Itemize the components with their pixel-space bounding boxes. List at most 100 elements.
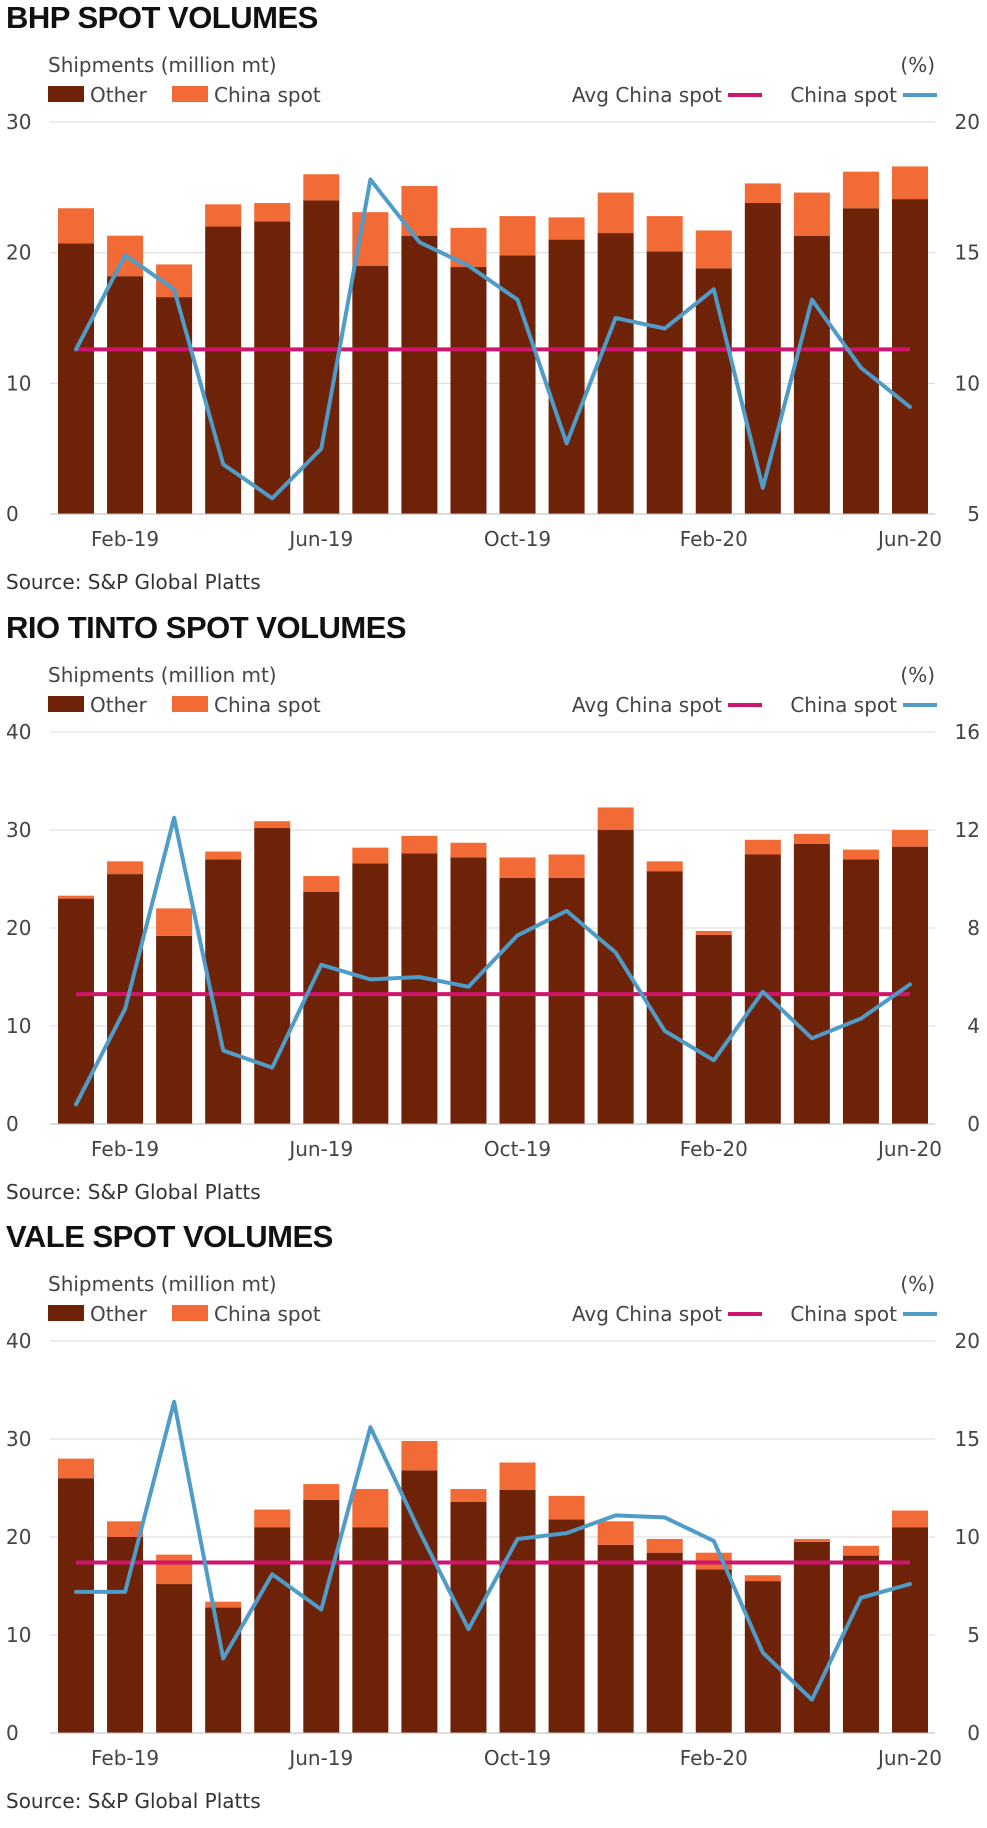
- bar-china-spot: [597, 1521, 634, 1545]
- y2-tick-label: 5: [967, 502, 980, 526]
- bar-other: [597, 830, 634, 1124]
- bar-other: [842, 208, 879, 515]
- bar-china-spot: [793, 1538, 830, 1542]
- bar-china-spot: [597, 807, 634, 830]
- legend-label-other: Other: [90, 83, 148, 107]
- x-tick-label: Jun-20: [876, 1746, 942, 1770]
- bar-other: [58, 898, 94, 1124]
- legend-label-china-spot-line: China spot: [790, 693, 897, 717]
- bar-other: [303, 200, 340, 514]
- bar-other: [892, 199, 928, 515]
- y2-tick-label: 0: [967, 1721, 980, 1745]
- bar-china-spot: [892, 830, 928, 847]
- x-tick-label: Jun-20: [876, 527, 942, 551]
- legend-label-china-spot: China spot: [214, 693, 321, 717]
- x-tick-label: Jun-19: [287, 1137, 353, 1161]
- bar-china-spot: [156, 908, 193, 936]
- legend-swatch-other: [48, 1305, 84, 1321]
- bar-china-spot: [107, 1521, 144, 1537]
- y2-tick-label: 12: [955, 818, 980, 842]
- bar-other: [793, 843, 830, 1124]
- bar-other: [744, 854, 781, 1124]
- bar-china-spot: [842, 171, 879, 209]
- bar-china-spot: [156, 1554, 193, 1585]
- bar-china-spot: [646, 1538, 683, 1553]
- vale-chart: Shipments (million mt) (%) Other China spot…: [6, 1272, 980, 1770]
- bar-china-spot: [58, 1458, 94, 1479]
- x-tick-label: Oct-19: [484, 1746, 551, 1770]
- bar-other: [548, 878, 585, 1124]
- y-tick-label: 20: [6, 1525, 31, 1549]
- china-spot-line: [74, 1399, 912, 1702]
- y2-tick-label: 8: [967, 916, 980, 940]
- x-tick-label: Feb-19: [91, 527, 159, 551]
- bar-china-spot: [499, 857, 536, 879]
- bar-other: [646, 871, 683, 1124]
- bar-china-spot: [499, 1462, 536, 1490]
- bar-china-spot: [254, 203, 291, 222]
- y2-tick-label: 0: [967, 1112, 980, 1136]
- bar-china-spot: [892, 1510, 928, 1528]
- y-tick-label: 20: [6, 916, 31, 940]
- y-tick-label: 40: [6, 1329, 31, 1353]
- y-tick-label: 0: [6, 502, 19, 526]
- bhp-chart: Shipments (million mt) (%) Other China spot…: [6, 53, 980, 551]
- y2-tick-label: 16: [955, 720, 980, 744]
- bar-other: [401, 1470, 438, 1733]
- x-tick-label: Feb-19: [91, 1746, 159, 1770]
- y2-tick-label: 15: [955, 241, 980, 265]
- bar-other: [352, 265, 389, 514]
- bar-china-spot: [352, 847, 389, 864]
- y-tick-label: 40: [6, 720, 31, 744]
- x-tick-label: Feb-20: [680, 1137, 748, 1161]
- legend: Other China spot Avg China spot China spot: [48, 83, 937, 107]
- legend: Other China spot Avg China spot China spot: [48, 1302, 937, 1326]
- x-tick-label: Jun-19: [287, 527, 353, 551]
- legend-label-china-spot-line: China spot: [790, 83, 897, 107]
- bar-china-spot: [793, 192, 830, 236]
- bar-other: [156, 935, 193, 1124]
- bar-other: [499, 255, 536, 514]
- bar-other: [107, 276, 144, 514]
- bar-china-spot: [499, 216, 536, 256]
- y-tick-label: 10: [6, 1623, 31, 1647]
- bar-china-spot: [254, 821, 291, 829]
- bar-other: [744, 203, 781, 514]
- rio-tinto-chart: Shipments (million mt) (%) Other China spot…: [6, 663, 980, 1161]
- bar-china-spot: [744, 1575, 781, 1582]
- x-tick-label: Feb-20: [680, 527, 748, 551]
- y-axis-title: Shipments (million mt): [48, 53, 277, 77]
- bar-china-spot: [352, 1488, 389, 1528]
- bar-china-spot: [254, 1509, 291, 1528]
- bar-other: [793, 235, 830, 514]
- bar-china-spot: [695, 930, 732, 935]
- bar-other: [695, 934, 732, 1124]
- legend-swatch-china-spot: [172, 1305, 208, 1321]
- bar-china-spot: [646, 216, 683, 252]
- bar-other: [401, 853, 438, 1124]
- bar-other: [352, 1527, 389, 1733]
- bar-other: [695, 1569, 732, 1733]
- chart-title: RIO TINTO SPOT VOLUMES: [6, 610, 407, 645]
- x-tick-label: Oct-19: [484, 527, 551, 551]
- bar-china-spot: [401, 835, 438, 854]
- bar-other: [646, 251, 683, 515]
- bar-china-spot: [107, 861, 144, 875]
- y2-tick-label: 20: [955, 110, 980, 134]
- x-tick-label: Jun-19: [287, 1746, 353, 1770]
- bar-other: [695, 268, 732, 514]
- bar-china-spot: [597, 192, 634, 234]
- y-axis-title: Shipments (million mt): [48, 1272, 277, 1296]
- legend-label-avg-china-spot: Avg China spot: [572, 1302, 722, 1326]
- bar-china-spot: [303, 174, 340, 201]
- bar-china-spot: [842, 1545, 879, 1556]
- x-tick-label: Feb-20: [680, 1746, 748, 1770]
- bar-china-spot: [548, 854, 585, 879]
- bar-other: [646, 1552, 683, 1733]
- y-tick-label: 10: [6, 1014, 31, 1038]
- bar-china-spot: [58, 208, 94, 244]
- y-tick-label: 20: [6, 241, 31, 265]
- bar-china-spot: [695, 230, 732, 269]
- y2-tick-label: 15: [955, 1427, 980, 1451]
- chart-title: VALE SPOT VOLUMES: [6, 1219, 333, 1254]
